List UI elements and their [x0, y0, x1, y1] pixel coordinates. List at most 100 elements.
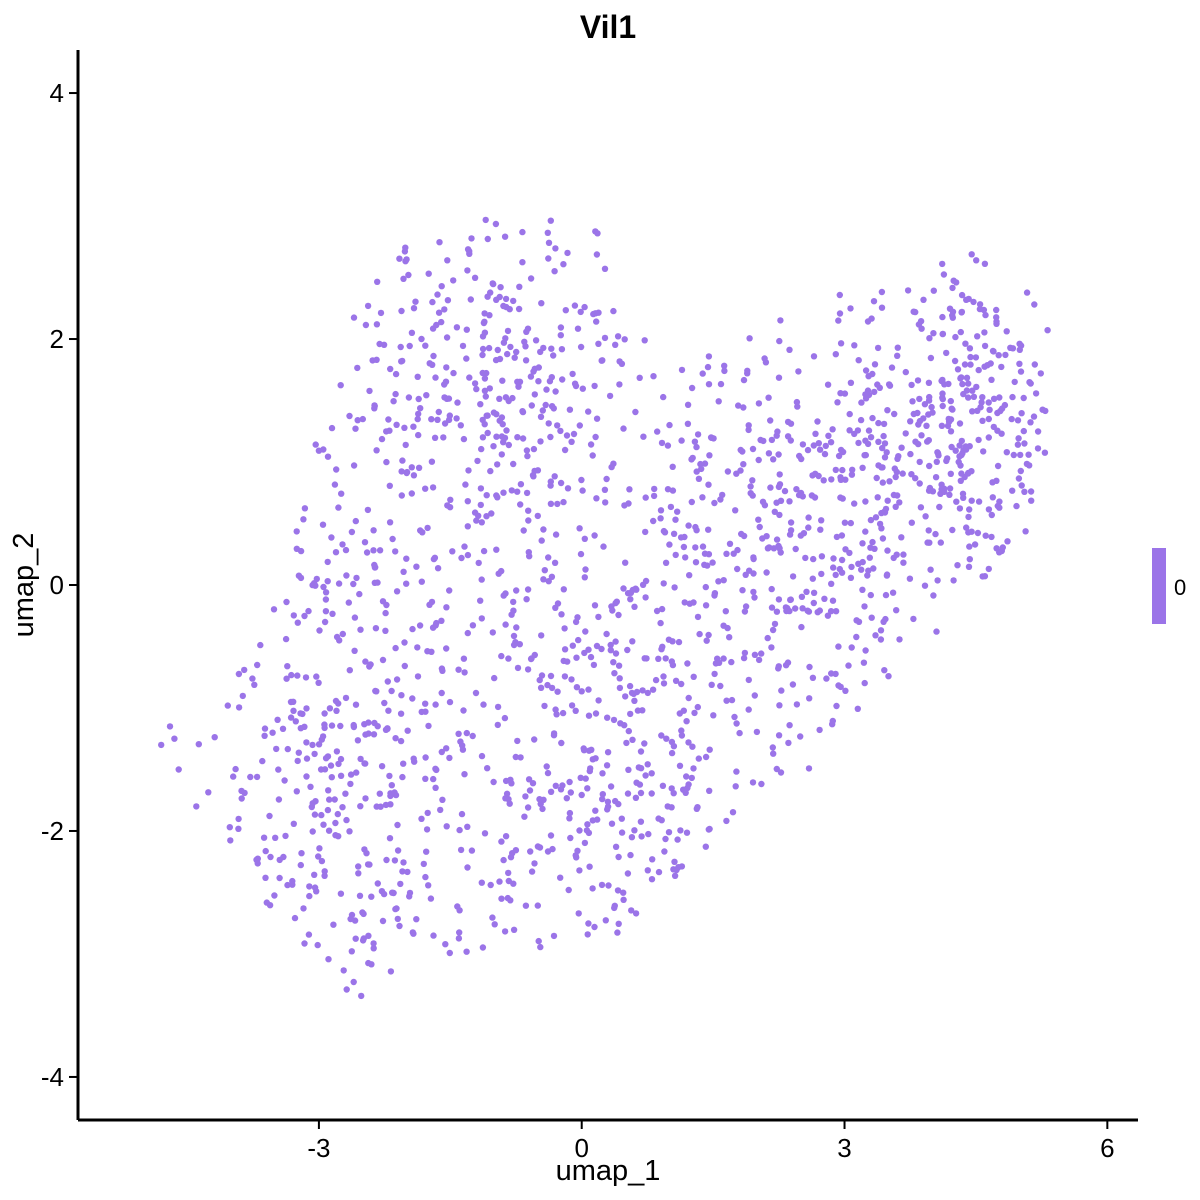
scatter-point [770, 456, 777, 463]
scatter-point [809, 674, 817, 681]
scatter-point [678, 680, 685, 688]
scatter-point [830, 555, 837, 562]
scatter-point [370, 945, 377, 952]
scatter-point [941, 488, 948, 495]
scatter-point [828, 476, 835, 483]
scatter-point [690, 765, 697, 772]
scatter-point [729, 809, 737, 816]
scatter-point [337, 772, 345, 779]
scatter-point [399, 457, 406, 464]
scatter-point [290, 820, 297, 827]
scatter-point [325, 827, 333, 834]
scatter-point [288, 671, 295, 679]
scatter-point [487, 467, 494, 475]
scatter-point [414, 673, 422, 680]
scatter-point [578, 688, 585, 695]
scatter-point [353, 769, 360, 776]
scatter-point [664, 442, 672, 449]
scatter-point [827, 439, 835, 446]
scatter-point [793, 701, 801, 708]
scatter-point [773, 765, 780, 773]
scatter-point [672, 516, 679, 523]
scatter-point [839, 466, 846, 474]
scatter-point [547, 832, 555, 839]
scatter-point [1018, 410, 1025, 417]
scatter-point [526, 553, 533, 560]
scatter-point [492, 356, 500, 364]
scatter-point [908, 381, 915, 389]
scatter-point [603, 475, 610, 483]
scatter-point [545, 554, 552, 561]
scatter-point [650, 373, 657, 380]
scatter-point [682, 789, 689, 796]
scatter-point [777, 497, 785, 504]
scatter-point [563, 432, 571, 439]
scatter-point [671, 872, 679, 879]
scatter-point [293, 788, 300, 795]
scatter-point [557, 786, 565, 793]
scatter-point [432, 765, 439, 772]
scatter-point [627, 851, 634, 859]
scatter-point [975, 366, 982, 374]
scatter-point [517, 481, 525, 488]
scatter-point [477, 597, 484, 604]
scatter-point [979, 417, 986, 424]
scatter-point [552, 782, 559, 789]
scatter-point [765, 450, 773, 457]
scatter-point [724, 468, 732, 475]
scatter-point [573, 684, 581, 691]
scatter-point [625, 727, 632, 735]
scatter-point [692, 559, 700, 566]
scatter-point [784, 433, 792, 440]
scatter-point [731, 713, 738, 721]
scatter-point [883, 572, 891, 579]
scatter-point [632, 910, 640, 917]
scatter-point [726, 540, 734, 547]
scatter-point [719, 491, 726, 499]
scatter-point [855, 357, 862, 364]
scatter-point [927, 354, 935, 362]
scatter-point [343, 816, 350, 824]
scatter-point [539, 805, 546, 813]
scatter-point [536, 844, 544, 851]
scatter-point [580, 745, 587, 752]
scatter-point [770, 545, 778, 552]
scatter-point [624, 790, 632, 797]
scatter-point [975, 498, 983, 505]
scatter-point [505, 441, 512, 449]
scatter-point [864, 440, 872, 448]
scatter-point [998, 363, 1005, 371]
scatter-point [996, 394, 1003, 401]
scatter-point [631, 697, 638, 704]
scatter-point [391, 857, 399, 864]
scatter-point [632, 794, 640, 801]
scatter-point [385, 416, 392, 423]
scatter-point [342, 790, 349, 797]
scatter-point [612, 843, 620, 850]
scatter-point [584, 931, 591, 938]
scatter-point [988, 376, 995, 383]
scatter-point [408, 490, 415, 497]
scatter-point [838, 532, 846, 539]
scatter-point [366, 387, 373, 395]
scatter-point [642, 577, 650, 585]
scatter-point [443, 395, 451, 402]
scatter-point [720, 655, 727, 662]
scatter-point [348, 528, 356, 536]
scatter-point [671, 858, 678, 865]
scatter-point [932, 530, 939, 538]
scatter-point [1009, 393, 1016, 401]
scatter-point [479, 345, 487, 353]
scatter-point [554, 688, 561, 695]
scatter-point [450, 369, 457, 377]
scatter-point [821, 595, 828, 602]
scatter-point [439, 796, 446, 803]
scatter-point [523, 596, 530, 603]
scatter-point [1008, 415, 1015, 423]
scatter-point [678, 727, 685, 734]
scatter-point [321, 766, 329, 773]
scatter-point [339, 630, 346, 638]
scatter-point [622, 693, 629, 700]
scatter-point [539, 407, 546, 414]
